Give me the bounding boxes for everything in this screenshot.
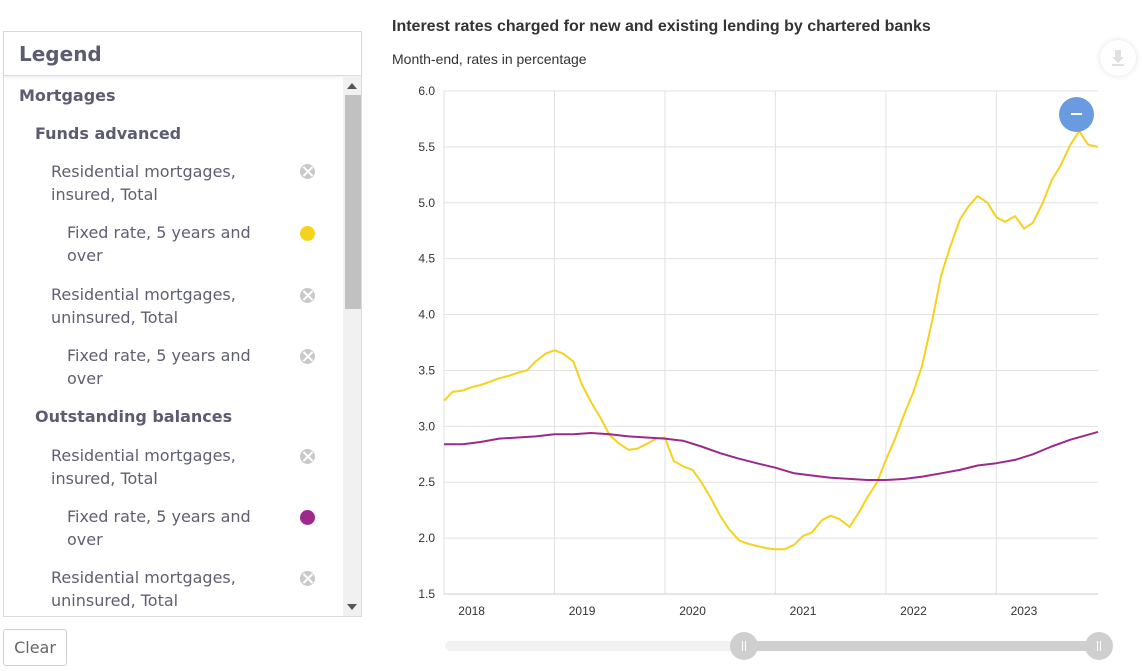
range-slider-end-handle[interactable] bbox=[1085, 632, 1113, 660]
purple-series-marker-icon[interactable] bbox=[300, 510, 315, 525]
y-tick-label: 5.5 bbox=[418, 140, 435, 154]
y-tick-label: 2.5 bbox=[418, 475, 435, 489]
legend-group-outstanding-balances[interactable]: Outstanding balances bbox=[35, 407, 233, 426]
range-slider-start-handle[interactable] bbox=[730, 632, 758, 660]
y-tick-label: 4.5 bbox=[418, 252, 435, 266]
x-tick-label: 2020 bbox=[679, 604, 706, 618]
legend-group-mortgages[interactable]: Mortgages bbox=[19, 86, 116, 105]
y-tick-label: 3.5 bbox=[418, 363, 435, 377]
scroll-up-icon[interactable] bbox=[347, 83, 357, 89]
disabled-series-icon[interactable] bbox=[300, 288, 315, 303]
legend-scrollbar[interactable] bbox=[343, 77, 361, 616]
y-tick-label: 3.0 bbox=[418, 419, 435, 433]
disabled-series-icon[interactable] bbox=[300, 571, 315, 586]
legend-group-funds-advanced[interactable]: Funds advanced bbox=[35, 124, 182, 143]
legend-item-label: Residential mortgages, uninsured, Total bbox=[51, 568, 236, 610]
disabled-series-icon[interactable] bbox=[300, 449, 315, 464]
x-tick-label: 2021 bbox=[790, 604, 817, 618]
legend-item-label: Fixed rate, 5 years and over bbox=[67, 507, 251, 549]
download-icon bbox=[1112, 50, 1124, 66]
range-slider-selection[interactable] bbox=[744, 641, 1099, 651]
clear-button[interactable]: Clear bbox=[3, 629, 67, 666]
legend-item-label: Residential mortgages, insured, Total bbox=[51, 446, 236, 488]
chart-grid bbox=[443, 90, 1098, 595]
y-tick-label: 2.0 bbox=[418, 531, 435, 545]
series-line-0 bbox=[443, 130, 1099, 551]
x-tick-label: 2018 bbox=[458, 604, 485, 618]
y-tick-label: 4.0 bbox=[418, 308, 435, 322]
x-tick-label: 2022 bbox=[900, 604, 927, 618]
series-line-1 bbox=[444, 430, 1099, 481]
y-axis: 1.5 2.0 2.5 3.0 3.5 4.0 4.5 5.0 5.5 6.0 bbox=[418, 84, 435, 601]
disabled-series-icon[interactable] bbox=[300, 349, 315, 364]
y-tick-label: 6.0 bbox=[418, 84, 435, 98]
yellow-series-marker-icon[interactable] bbox=[300, 226, 315, 241]
legend-title: Legend bbox=[4, 32, 361, 76]
x-tick-label: 2019 bbox=[569, 604, 596, 618]
legend-item-label: Residential mortgages, uninsured, Total bbox=[51, 285, 236, 327]
y-tick-label: 1.5 bbox=[418, 587, 435, 601]
scroll-down-icon[interactable] bbox=[347, 604, 357, 610]
legend-list: Mortgages Funds advanced Residential mor… bbox=[4, 77, 343, 616]
x-axis: 2018 2019 2020 2021 2022 2023 bbox=[458, 604, 1037, 618]
legend-item-label: Fixed rate, 5 years and over bbox=[67, 346, 251, 388]
chart-series bbox=[443, 130, 1099, 551]
legend-item-label: Fixed rate, 5 years and over bbox=[67, 223, 251, 265]
x-tick-label: 2023 bbox=[1011, 604, 1038, 618]
disabled-series-icon[interactable] bbox=[300, 164, 315, 179]
chart-title: Interest rates charged for new and exist… bbox=[392, 18, 931, 35]
y-tick-label: 5.0 bbox=[418, 196, 435, 210]
legend-item-label: Residential mortgages, insured, Total bbox=[51, 162, 236, 204]
zoom-out-button[interactable] bbox=[1059, 97, 1094, 132]
chart-subtitle: Month-end, rates in percentage bbox=[392, 51, 587, 67]
scroll-thumb[interactable] bbox=[345, 95, 361, 309]
legend-panel: Legend Mortgages Funds advanced Resident… bbox=[3, 31, 362, 617]
download-button[interactable] bbox=[1100, 40, 1136, 76]
